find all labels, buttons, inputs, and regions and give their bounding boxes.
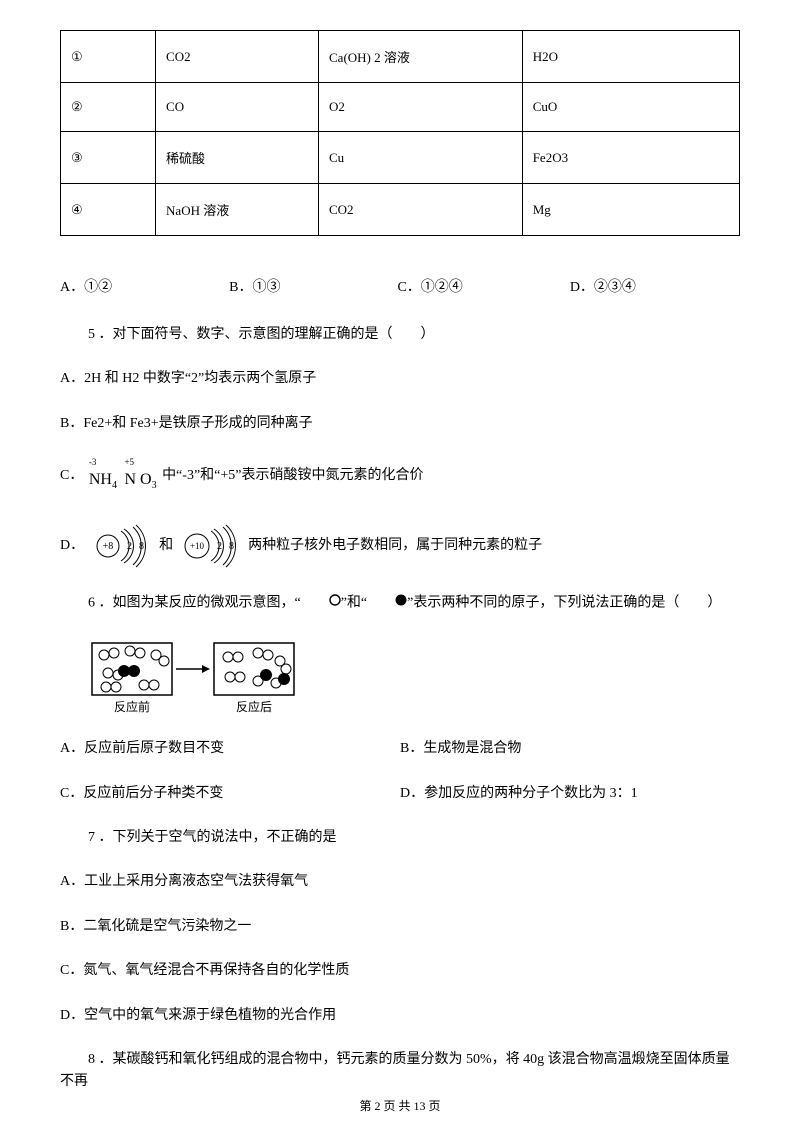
q7-option-a: A．工业上采用分离液态空气法获得氧气 bbox=[60, 871, 740, 893]
stem-b: ”和“ bbox=[341, 596, 367, 611]
cell: Cu bbox=[319, 132, 523, 184]
option-prefix: C． bbox=[60, 465, 83, 487]
page-footer: 第 2 页 共 13 页 bbox=[0, 1097, 800, 1114]
svg-text:反应后: 反应后 bbox=[236, 699, 272, 714]
q4-options: A．①② B．①③ C．①②④ D．②③④ bbox=[60, 276, 740, 296]
q6-stem: 6 ．如图为某反应的微观示意图，“ ”和“ ”表示两种不同的原子，下列说法正确的是（… bbox=[60, 592, 740, 615]
svg-text:+10: +10 bbox=[190, 541, 205, 551]
table-row: ① CO2 Ca(OH) 2 溶液 H2O bbox=[61, 31, 740, 83]
svg-text:2: 2 bbox=[127, 541, 132, 552]
q5-option-d: D． +8 2 8 和 +10 2 8 两种粒子核外电子数相同，属于同种元素的粒… bbox=[60, 522, 740, 570]
q7-stem: 7 ．下列关于空气的说法中，不正确的是 bbox=[60, 827, 740, 849]
option-d: D．②③④ bbox=[570, 276, 636, 296]
cell: ① bbox=[61, 31, 156, 83]
oxidation-top: +5 bbox=[124, 455, 156, 469]
cell: NaOH 溶液 bbox=[156, 184, 319, 236]
svg-text:8: 8 bbox=[229, 541, 234, 552]
cell: CuO bbox=[522, 83, 739, 132]
q5-option-a: A．2H 和 H2 中数字“2”均表示两个氢原子 bbox=[60, 368, 740, 390]
formula-part: N O bbox=[124, 471, 151, 488]
table-row: ③ 稀硫酸 Cu Fe2O3 bbox=[61, 132, 740, 184]
option-mid: 和 bbox=[159, 535, 173, 557]
black-circle-icon bbox=[367, 592, 407, 614]
option-prefix: D． bbox=[60, 535, 84, 557]
cell: Mg bbox=[522, 184, 739, 236]
stem-a: 6 ．如图为某反应的微观示意图，“ bbox=[88, 596, 301, 611]
option-tail: 两种粒子核外电子数相同，属于同种元素的粒子 bbox=[248, 535, 542, 557]
q6-option-c: C．反应前后分子种类不变 bbox=[60, 783, 400, 805]
q7-option-b: B．二氧化硫是空气污染物之一 bbox=[60, 916, 740, 938]
subscript: 3 bbox=[152, 480, 157, 491]
option-a: A．①② bbox=[60, 276, 112, 296]
chem-formula-icon: -3 NH4 bbox=[89, 457, 117, 494]
cell: O2 bbox=[319, 83, 523, 132]
cell: CO2 bbox=[319, 184, 523, 236]
cell: CO2 bbox=[156, 31, 319, 83]
atom-diagram-icon: +10 2 8 bbox=[179, 522, 243, 570]
option-tail: 中“-3”和“+5”表示硝酸铵中氮元素的化合价 bbox=[162, 465, 423, 487]
atom-diagram-icon: +8 2 8 bbox=[90, 522, 154, 570]
table-row: ② CO O2 CuO bbox=[61, 83, 740, 132]
q8-stem: 8 ．某碳酸钙和氧化钙组成的混合物中，钙元素的质量分数为 50%，将 40g 该… bbox=[60, 1049, 740, 1094]
white-circle-icon bbox=[301, 592, 341, 614]
cell: Fe2O3 bbox=[522, 132, 739, 184]
q6-options-row1: A．反应前后原子数目不变 B．生成物是混合物 bbox=[60, 738, 740, 760]
data-table: ① CO2 Ca(OH) 2 溶液 H2O ② CO O2 CuO ③ 稀硫酸 … bbox=[60, 30, 740, 236]
cell: H2O bbox=[522, 31, 739, 83]
option-b: B．①③ bbox=[229, 276, 280, 296]
cell: ③ bbox=[61, 132, 156, 184]
q6-options-row2: C．反应前后分子种类不变 D．参加反应的两种分子个数比为 3：1 bbox=[60, 783, 740, 805]
reaction-diagram-icon: 反应前 反应后 bbox=[90, 641, 300, 720]
svg-text:反应前: 反应前 bbox=[114, 699, 150, 714]
q7-option-d: D．空气中的氧气来源于绿色植物的光合作用 bbox=[60, 1005, 740, 1027]
cell: ④ bbox=[61, 184, 156, 236]
q5-stem: 5 ．对下面符号、数字、示意图的理解正确的是（ ） bbox=[60, 324, 740, 346]
q6-option-d: D．参加反应的两种分子个数比为 3：1 bbox=[400, 783, 740, 805]
cell: ② bbox=[61, 83, 156, 132]
table-row: ④ NaOH 溶液 CO2 Mg bbox=[61, 184, 740, 236]
cell: Ca(OH) 2 溶液 bbox=[319, 31, 523, 83]
oxidation-top: -3 bbox=[89, 455, 117, 469]
q7-option-c: C．氮气、氧气经混合不再保持各自的化学性质 bbox=[60, 960, 740, 982]
svg-text:8: 8 bbox=[139, 541, 144, 552]
subscript: 4 bbox=[112, 480, 117, 491]
svg-text:+8: +8 bbox=[102, 541, 113, 552]
svg-text:2: 2 bbox=[217, 541, 222, 552]
q5-option-c: C． -3 NH4 +5 N O3 中“-3”和“+5”表示硝酸铵中氮元素的化合… bbox=[60, 457, 740, 494]
formula-part: NH bbox=[89, 471, 112, 488]
chem-formula-icon: +5 N O3 bbox=[124, 457, 156, 494]
cell: 稀硫酸 bbox=[156, 132, 319, 184]
cell: CO bbox=[156, 83, 319, 132]
q6-option-b: B．生成物是混合物 bbox=[400, 738, 740, 760]
option-c: C．①②④ bbox=[397, 276, 462, 296]
q6-option-a: A．反应前后原子数目不变 bbox=[60, 738, 400, 760]
q5-option-b: B．Fe2+和 Fe3+是铁原子形成的同种离子 bbox=[60, 413, 740, 435]
stem-c: ”表示两种不同的原子，下列说法正确的是（ ） bbox=[407, 596, 721, 611]
